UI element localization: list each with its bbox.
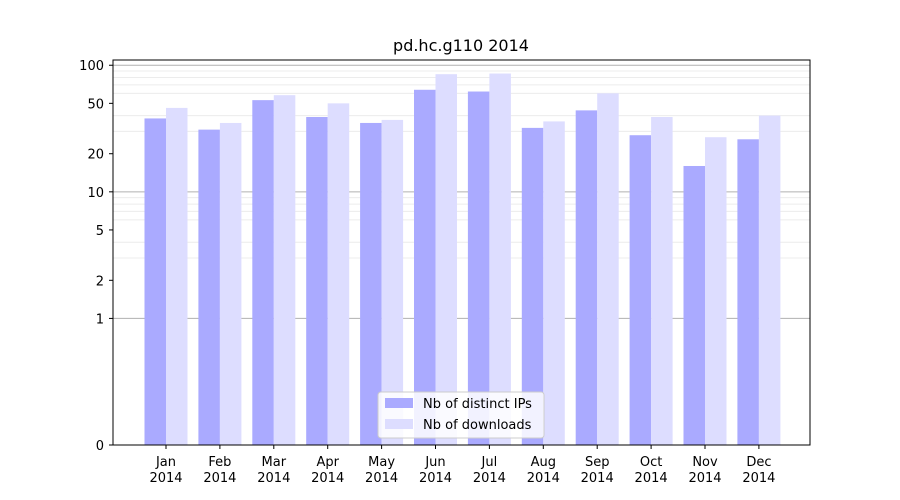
bar-ips-nov xyxy=(683,165,705,446)
legend-swatch xyxy=(385,419,413,429)
x-tick-label-month: Aug xyxy=(531,455,556,470)
x-tick-label-month: Mar xyxy=(262,455,287,470)
x-tick-label-month: Jan xyxy=(155,455,176,470)
x-tick-label-year: 2014 xyxy=(635,471,668,486)
y-tick-label: 5 xyxy=(96,224,104,239)
x-tick-label-month: Dec xyxy=(746,455,771,470)
x-tick-label-month: Feb xyxy=(208,455,231,470)
x-tick-label-year: 2014 xyxy=(365,471,398,486)
chart-title: pd.hc.g110 2014 xyxy=(393,36,529,55)
plot-frame xyxy=(112,59,811,446)
x-tick-label-year: 2014 xyxy=(581,471,614,486)
bar-ips-may xyxy=(360,122,382,445)
bar-downloads-jan xyxy=(166,107,188,446)
x-tick-label-month: Jul xyxy=(481,455,498,470)
bar-downloads-jul xyxy=(489,73,511,445)
x-tick-label-year: 2014 xyxy=(688,471,721,486)
bar-downloads-may xyxy=(381,119,404,445)
legend: Nb of distinct IPs Nb of downloads xyxy=(377,391,545,439)
x-tick-label-year: 2014 xyxy=(527,471,560,486)
bar-downloads-jun xyxy=(435,74,457,446)
bar-ips-feb xyxy=(198,129,220,445)
x-tick-label-month: May xyxy=(368,455,395,470)
x-tick-label-year: 2014 xyxy=(419,471,452,486)
legend-label: Nb of distinct IPs xyxy=(423,397,532,412)
y-tick-label: 2 xyxy=(96,274,104,289)
bar-ips-mar xyxy=(252,100,274,445)
bar-downloads-mar xyxy=(273,95,296,445)
x-tick-label-month: Jun xyxy=(424,455,445,470)
bar-ips-jul xyxy=(467,91,490,445)
bar-downloads-apr xyxy=(327,103,350,445)
x-tick-label-year: 2014 xyxy=(257,471,290,486)
y-tick-label: 20 xyxy=(87,148,104,163)
bar-downloads-feb xyxy=(219,122,242,445)
bar-ips-apr xyxy=(306,117,328,446)
bars xyxy=(144,73,781,446)
x-tick-label-year: 2014 xyxy=(311,471,344,486)
x-tick-label-year: 2014 xyxy=(473,471,506,486)
bar-ips-oct xyxy=(629,135,652,445)
y-tick-label: 100 xyxy=(79,59,104,74)
bar-downloads-sep xyxy=(597,93,619,445)
bar-ips-jun xyxy=(414,89,436,445)
x-tick-label-month: Apr xyxy=(316,455,339,470)
bar-downloads-nov xyxy=(705,137,727,446)
y-tick-label: 10 xyxy=(87,186,104,201)
bar-ips-sep xyxy=(575,110,598,445)
y-tick-label: 50 xyxy=(87,97,104,112)
legend-box xyxy=(377,391,545,439)
bar-downloads-dec xyxy=(758,115,781,445)
legend-swatch xyxy=(385,398,413,408)
axes: Jan2014Feb2014Mar2014Apr2014May2014Jun20… xyxy=(79,59,811,486)
bar-ips-dec xyxy=(737,139,759,445)
x-tick-label-year: 2014 xyxy=(742,471,775,486)
y-tick-label: 1 xyxy=(96,312,104,327)
bar-ips-aug xyxy=(521,127,544,445)
bar-ips-jan xyxy=(144,118,166,445)
bar-downloads-oct xyxy=(651,117,673,446)
x-tick-label-year: 2014 xyxy=(149,471,182,486)
bar-downloads-aug xyxy=(543,121,565,445)
legend-label: Nb of downloads xyxy=(423,418,532,433)
y-tick-label: 0 xyxy=(96,439,104,454)
x-tick-label-year: 2014 xyxy=(203,471,236,486)
x-tick-label-month: Sep xyxy=(585,455,610,470)
x-tick-label-month: Oct xyxy=(640,455,662,470)
x-tick-label-month: Nov xyxy=(692,455,718,470)
